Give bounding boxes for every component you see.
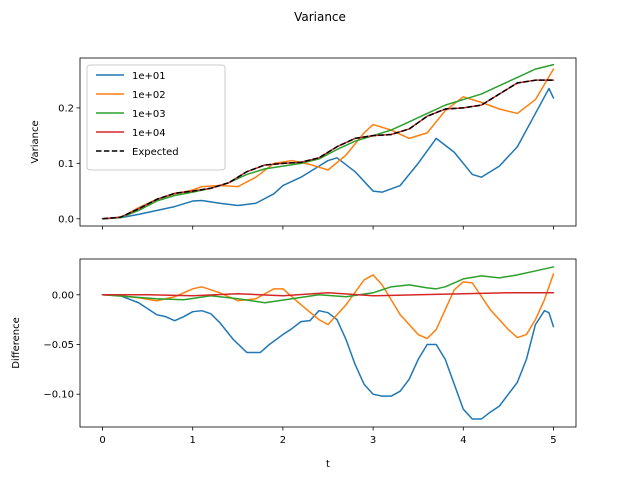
legend-label-expected: Expected xyxy=(132,147,179,158)
difference-ytick-label: −0.05 xyxy=(43,340,74,351)
difference-panel: 0.00 −0.05 −0.10 0 1 2 3 4 5 Difference t xyxy=(11,258,577,470)
xtick-label: 5 xyxy=(550,435,556,446)
legend-label-1e-01: 1e+01 xyxy=(132,71,166,82)
xtick-label: 0 xyxy=(99,435,105,446)
difference-axes-frame xyxy=(79,258,577,428)
difference-series-1e-04 xyxy=(101,292,555,297)
difference-series-1e-03 xyxy=(101,266,555,304)
legend-label-1e-03: 1e+03 xyxy=(132,109,166,120)
xtick-label: 2 xyxy=(280,435,286,446)
variance-ytick-label: 0.1 xyxy=(58,159,74,170)
variance-ytick-label: 0.2 xyxy=(58,103,74,114)
x-axis-label: t xyxy=(326,459,330,470)
variance-series-1e-01 xyxy=(101,87,555,220)
difference-ytick-label: −0.10 xyxy=(43,390,74,401)
legend-label-1e-02: 1e+02 xyxy=(132,90,166,101)
legend-frame xyxy=(86,64,226,171)
xtick-label: 4 xyxy=(460,435,466,446)
variance-ylabel: Variance xyxy=(30,120,41,163)
difference-ylabel: Difference xyxy=(11,317,22,369)
difference-ytick-label: 0.00 xyxy=(52,290,74,301)
variance-panel: 0.0 0.1 0.2 Variance 1e+01 1e+02 1e+03 1e+04 E… xyxy=(30,57,577,230)
variance-series-1e-03 xyxy=(101,63,555,220)
xtick-label: 1 xyxy=(190,435,196,446)
legend: 1e+01 1e+02 1e+03 1e+04 Expected xyxy=(86,64,226,171)
difference-series-1e-02 xyxy=(101,273,555,340)
variance-ytick-label: 0.0 xyxy=(58,214,74,225)
variance-axes-frame xyxy=(79,57,577,227)
chart-title: Variance xyxy=(294,10,346,24)
legend-label-1e-04: 1e+04 xyxy=(132,128,166,139)
difference-series-1e-01 xyxy=(101,294,555,420)
xtick-label: 3 xyxy=(370,435,376,446)
variance-series-expected xyxy=(102,79,554,220)
